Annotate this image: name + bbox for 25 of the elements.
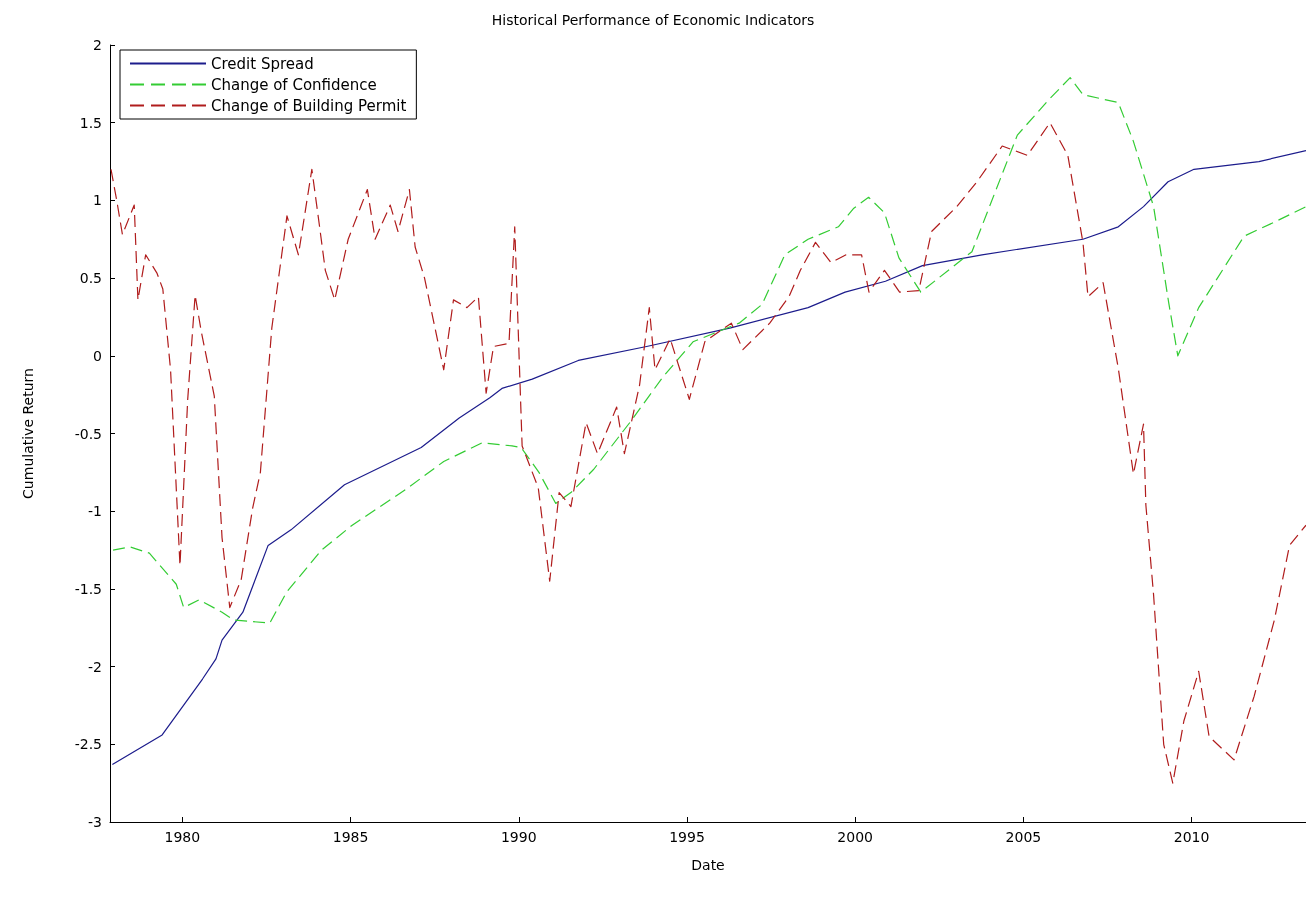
x-tick-label: 1990 (500, 829, 537, 845)
y-tick-label: -2.5 (74, 736, 102, 753)
chart-title: Historical Performance of Economic Indicators (491, 12, 815, 28)
legend-label: Change of Building Permit (211, 96, 407, 115)
x-tick-label: 2000 (837, 829, 874, 845)
x-tick-label: 1980 (164, 829, 201, 845)
y-tick-label: 0.5 (79, 270, 102, 287)
line-series (112, 77, 1306, 624)
y-tick-label: -3 (88, 814, 102, 830)
y-tick-label: -1.5 (74, 580, 102, 597)
x-tick-label: 2005 (1005, 829, 1042, 845)
y-tick-label: 2 (93, 37, 102, 53)
y-tick-label: 1.5 (79, 114, 102, 131)
x-tick-label: 2010 (1173, 829, 1210, 845)
y-tick-label: -0.5 (74, 425, 102, 442)
y-axis-title: Cumulative Return (20, 368, 36, 499)
y-tick-label: 1 (93, 192, 102, 209)
x-tick-label: 1995 (669, 829, 705, 845)
legend-label: Change of Confidence (211, 75, 377, 94)
x-tick-label: 1985 (332, 829, 369, 845)
y-tick-label: 0 (93, 347, 102, 364)
legend-label: Credit Spread (211, 54, 314, 73)
y-tick-label: -1 (88, 503, 102, 520)
x-axis-title: Date (691, 857, 725, 873)
y-tick-label: -2 (88, 658, 102, 675)
